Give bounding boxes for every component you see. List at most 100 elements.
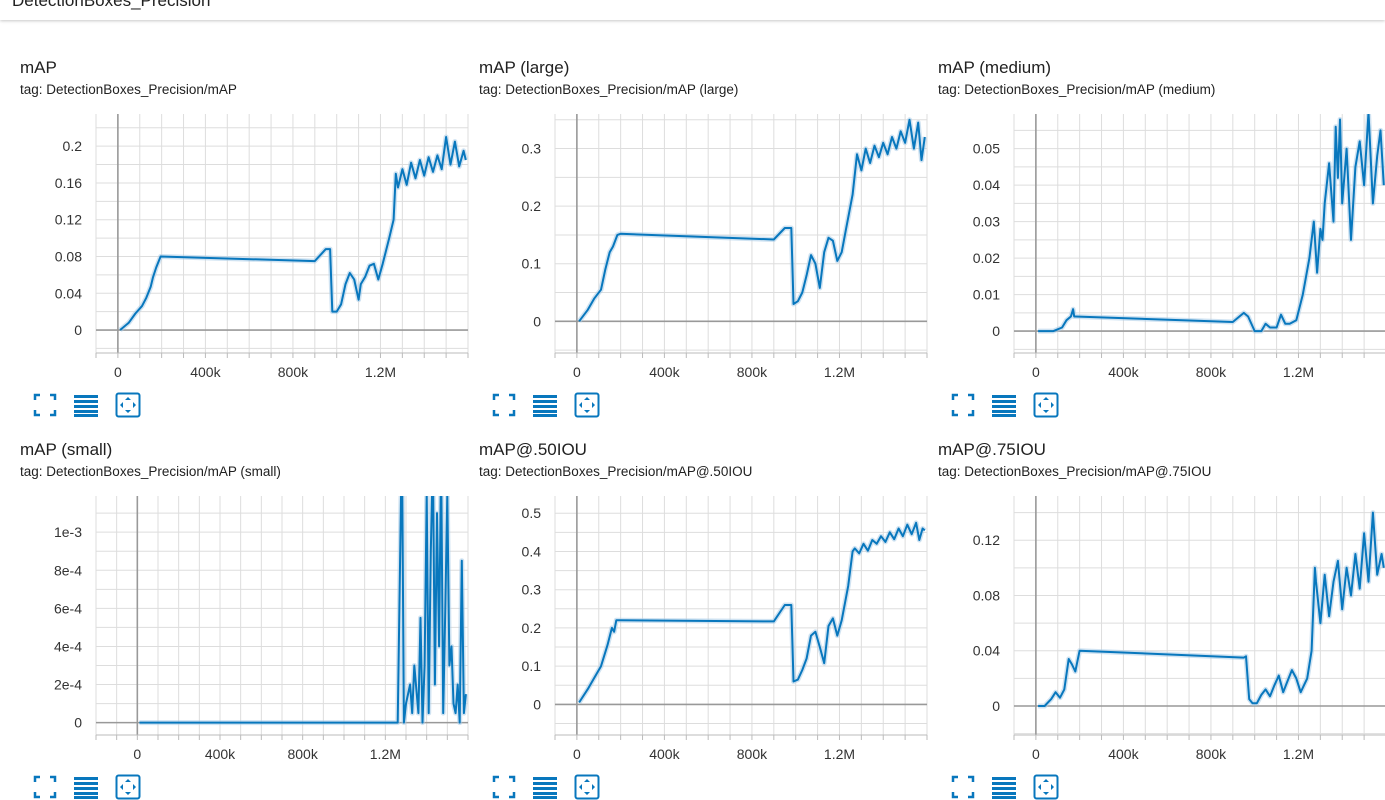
fullscreen-icon[interactable]	[491, 392, 517, 418]
x-tick-label: 0	[133, 746, 141, 762]
x-tick-label: 1.2M	[824, 364, 855, 380]
fullscreen-icon[interactable]	[950, 774, 976, 800]
chart-plot[interactable]: 0 400k 800k 1.2M 0 0.04 0.08 0.12 0.16 0.2	[0, 10, 470, 388]
y-tick-label: 0.1	[522, 256, 542, 272]
toggle-log-scale-icon[interactable]	[532, 774, 558, 800]
y-tick-label: 0.04	[55, 285, 82, 301]
y-tick-label: 2e-4	[54, 677, 82, 693]
section-title: DetectionBoxes_Precision	[12, 0, 211, 10]
y-tick-label: 0.2	[63, 138, 83, 154]
y-tick-label: 0.1	[522, 658, 542, 674]
series-line	[578, 521, 926, 704]
x-tick-label: 800k	[737, 746, 768, 762]
chart-card-1: mAP tag: DetectionBoxes_Precision/mAP 0 400…	[0, 10, 469, 418]
y-tick-label: 0.08	[55, 248, 82, 264]
x-tick-label: 1.2M	[370, 746, 401, 762]
chart-tag: tag: DetectionBoxes_Precision/mAP@.75IOU	[938, 464, 1212, 479]
chart-tag: tag: DetectionBoxes_Precision/mAP (small…	[20, 464, 281, 479]
chart-card-4: mAP (small) tag: DetectionBoxes_Precision…	[0, 392, 469, 800]
x-tick-label: 400k	[190, 364, 221, 380]
x-tick-label: 1.2M	[1283, 746, 1314, 762]
chart-title: mAP (medium)	[938, 58, 1052, 77]
fit-domain-icon[interactable]	[574, 774, 600, 800]
chart-plot[interactable]: 0 400k 800k 1.2M 0 0.01 0.02 0.03 0.04 0.05	[918, 10, 1385, 388]
chart-title: mAP	[20, 58, 57, 77]
y-tick-label: 0	[992, 698, 1000, 714]
y-tick-label: 0.3	[522, 141, 542, 157]
y-tick-label: 0.08	[973, 587, 1000, 603]
y-tick-label: 0.12	[973, 532, 1000, 548]
fullscreen-icon[interactable]	[32, 392, 58, 418]
y-tick-label: 0.2	[522, 198, 542, 214]
toggle-log-scale-icon[interactable]	[991, 392, 1017, 418]
chart-card-5: mAP@.50IOU tag: DetectionBoxes_Precision/…	[459, 392, 928, 800]
chart-tag: tag: DetectionBoxes_Precision/mAP@.50IOU	[479, 464, 753, 479]
x-tick-label: 400k	[1108, 746, 1139, 762]
y-tick-label: 0	[533, 313, 541, 329]
x-tick-label: 800k	[1196, 364, 1227, 380]
chart-card-2: mAP (large) tag: DetectionBoxes_Precision…	[459, 10, 928, 418]
toggle-log-scale-icon[interactable]	[532, 392, 558, 418]
fit-domain-icon[interactable]	[115, 774, 141, 800]
y-tick-label: 6e-4	[54, 600, 82, 616]
x-tick-label: 800k	[278, 364, 309, 380]
y-tick-label: 0	[992, 323, 1000, 339]
toggle-log-scale-icon[interactable]	[991, 774, 1017, 800]
fit-domain-icon[interactable]	[574, 392, 600, 418]
section-header[interactable]: DetectionBoxes_Precision	[0, 0, 1385, 20]
x-tick-label: 400k	[649, 364, 680, 380]
fullscreen-icon[interactable]	[950, 392, 976, 418]
y-tick-label: 1e-3	[54, 524, 82, 540]
chart-plot[interactable]: 0 400k 800k 1.2M 0 0.1 0.2 0.3	[459, 10, 929, 388]
chart-card-6: mAP@.75IOU tag: DetectionBoxes_Precision/…	[918, 392, 1385, 800]
x-tick-label: 0	[1032, 364, 1040, 380]
x-tick-label: 1.2M	[1283, 364, 1314, 380]
chart-title: mAP@.75IOU	[938, 440, 1046, 459]
chart-plot[interactable]: 0 400k 800k 1.2M 0 2e-4 4e-4 6e-4 8e-4 1e-3	[0, 392, 470, 770]
y-tick-label: 0.01	[973, 287, 1000, 303]
y-tick-label: 0.5	[522, 505, 542, 521]
x-tick-label: 400k	[1108, 364, 1139, 380]
y-tick-label: 8e-4	[54, 562, 82, 578]
series-line	[1038, 114, 1385, 333]
chart-plot[interactable]: 0 400k 800k 1.2M 0 0.04 0.08 0.12	[918, 392, 1385, 770]
x-tick-label: 0	[114, 364, 122, 380]
toggle-log-scale-icon[interactable]	[73, 774, 99, 800]
y-tick-label: 0.3	[522, 582, 542, 598]
x-tick-label: 1.2M	[365, 364, 396, 380]
x-tick-label: 0	[1032, 746, 1040, 762]
x-tick-label: 0	[573, 364, 581, 380]
chart-title: mAP (small)	[20, 440, 113, 459]
y-tick-label: 0	[74, 715, 82, 731]
chart-title: mAP@.50IOU	[479, 440, 587, 459]
chart-plot[interactable]: 0 400k 800k 1.2M 0 0.1 0.2 0.3 0.4 0.5	[459, 392, 929, 770]
series-line	[578, 118, 926, 322]
x-tick-label: 400k	[649, 746, 680, 762]
y-tick-label: 4e-4	[54, 638, 82, 654]
y-tick-label: 0.04	[973, 643, 1000, 659]
series-line	[139, 496, 467, 724]
y-tick-label: 0.03	[973, 214, 1000, 230]
fit-domain-icon[interactable]	[1033, 392, 1059, 418]
chart-tag: tag: DetectionBoxes_Precision/mAP	[20, 82, 237, 97]
y-tick-label: 0	[74, 322, 82, 338]
chart-title: mAP (large)	[479, 58, 570, 77]
fullscreen-icon[interactable]	[32, 774, 58, 800]
fit-domain-icon[interactable]	[115, 392, 141, 418]
y-tick-label: 0.2	[522, 620, 542, 636]
x-tick-label: 800k	[737, 364, 768, 380]
chart-tag: tag: DetectionBoxes_Precision/mAP (mediu…	[938, 82, 1216, 97]
y-tick-label: 0.16	[55, 175, 82, 191]
fit-domain-icon[interactable]	[1033, 774, 1059, 800]
y-tick-label: 0.12	[55, 212, 82, 228]
toggle-log-scale-icon[interactable]	[73, 392, 99, 418]
x-tick-label: 800k	[1196, 746, 1227, 762]
x-tick-label: 800k	[287, 746, 318, 762]
y-tick-label: 0.05	[973, 141, 1000, 157]
x-tick-label: 400k	[205, 746, 236, 762]
x-tick-label: 0	[573, 746, 581, 762]
chart-tag: tag: DetectionBoxes_Precision/mAP (large…	[479, 82, 739, 97]
y-tick-label: 0.4	[522, 543, 542, 559]
fullscreen-icon[interactable]	[491, 774, 517, 800]
chart-card-3: mAP (medium) tag: DetectionBoxes_Precisio…	[918, 10, 1385, 418]
